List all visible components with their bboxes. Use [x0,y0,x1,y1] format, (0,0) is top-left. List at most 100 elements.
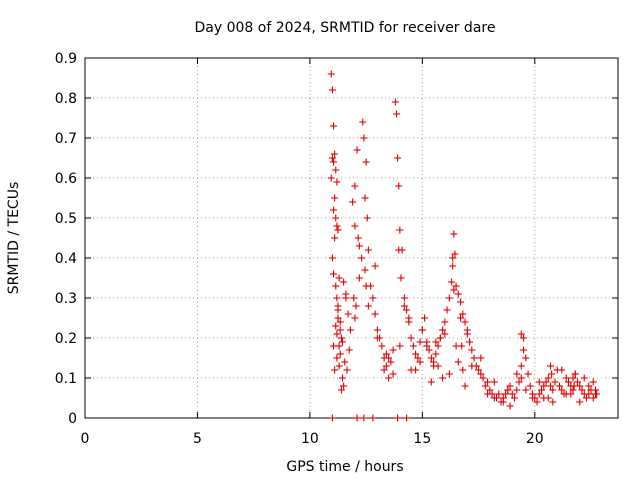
data-point [432,350,440,358]
x-tick-label: 5 [193,431,202,447]
data-point [520,346,528,354]
data-point [373,326,381,334]
data-point [475,366,483,374]
data-point [517,374,525,382]
data-point [332,322,340,330]
chart-title: Day 008 of 2024, SRMTID for receiver dar… [195,20,496,36]
data-point [337,334,345,342]
data-point [458,342,466,350]
data-point [529,394,537,402]
data-point [547,362,555,370]
data-point [355,274,363,282]
data-point [535,390,543,398]
data-point [486,386,494,394]
data-point [330,342,338,350]
data-point [342,294,350,302]
data-point [362,282,370,290]
data-point [445,370,453,378]
data-point [502,390,510,398]
data-point [407,334,415,342]
data-point [451,250,459,258]
data-point [425,346,433,354]
data-point [538,386,546,394]
data-point [544,374,552,382]
data-point [336,318,344,326]
data-point [526,382,534,390]
data-point [403,306,411,314]
data-point [511,394,519,402]
plot-frame [84,57,619,419]
data-point [416,338,424,346]
data-point [364,246,372,254]
data-point [468,346,476,354]
data-point [558,386,566,394]
data-point [565,378,573,386]
data-point [353,146,361,154]
data-point [434,362,442,370]
data-point [327,70,335,78]
data-point [484,378,492,386]
data-point [416,358,424,366]
data-point [513,386,521,394]
x-axis-title: GPS time / hours [286,459,403,475]
data-point [344,310,352,318]
data-point [409,342,417,350]
data-point [520,334,528,342]
data-point [436,334,444,342]
data-point [468,362,476,370]
data-point [506,382,514,390]
data-point [355,242,363,250]
x-tick-label: 0 [81,431,90,447]
data-point [477,354,485,362]
data-point [346,326,354,334]
data-point [331,234,339,242]
data-point [400,294,408,302]
data-point [449,262,457,270]
data-point [508,390,516,398]
data-point [387,358,395,366]
data-point [459,310,467,318]
data-point [395,182,403,190]
data-point [432,338,440,346]
data-point [445,294,453,302]
data-point [332,282,340,290]
data-point [350,294,358,302]
data-point [382,362,390,370]
data-point [371,310,379,318]
data-point [580,374,588,382]
data-point [389,370,397,378]
data-point [569,374,577,382]
data-point [334,314,342,322]
data-point [335,274,343,282]
y-axis-title: SRMTID / TECUs [6,182,22,295]
y-tick-label: 0 [68,411,77,427]
data-point [353,414,361,422]
data-point [361,194,369,202]
data-point [394,414,402,422]
data-point [358,254,366,262]
data-point [359,118,367,126]
data-point [427,354,435,362]
data-point [371,262,379,270]
data-point [423,338,431,346]
data-point [449,254,457,262]
data-point [328,254,336,262]
data-point [524,370,532,378]
data-point [340,382,348,390]
data-point [332,166,340,174]
data-point [571,370,579,378]
data-point [327,174,335,182]
data-point [477,370,485,378]
data-point [369,414,377,422]
data-point [333,354,341,362]
data-point [328,414,336,422]
data-point [490,378,498,386]
data-point [499,398,507,406]
data-point [385,374,393,382]
data-point [336,326,344,334]
data-point [576,398,584,406]
data-point [578,386,586,394]
data-point [551,378,559,386]
data-point [443,306,451,314]
